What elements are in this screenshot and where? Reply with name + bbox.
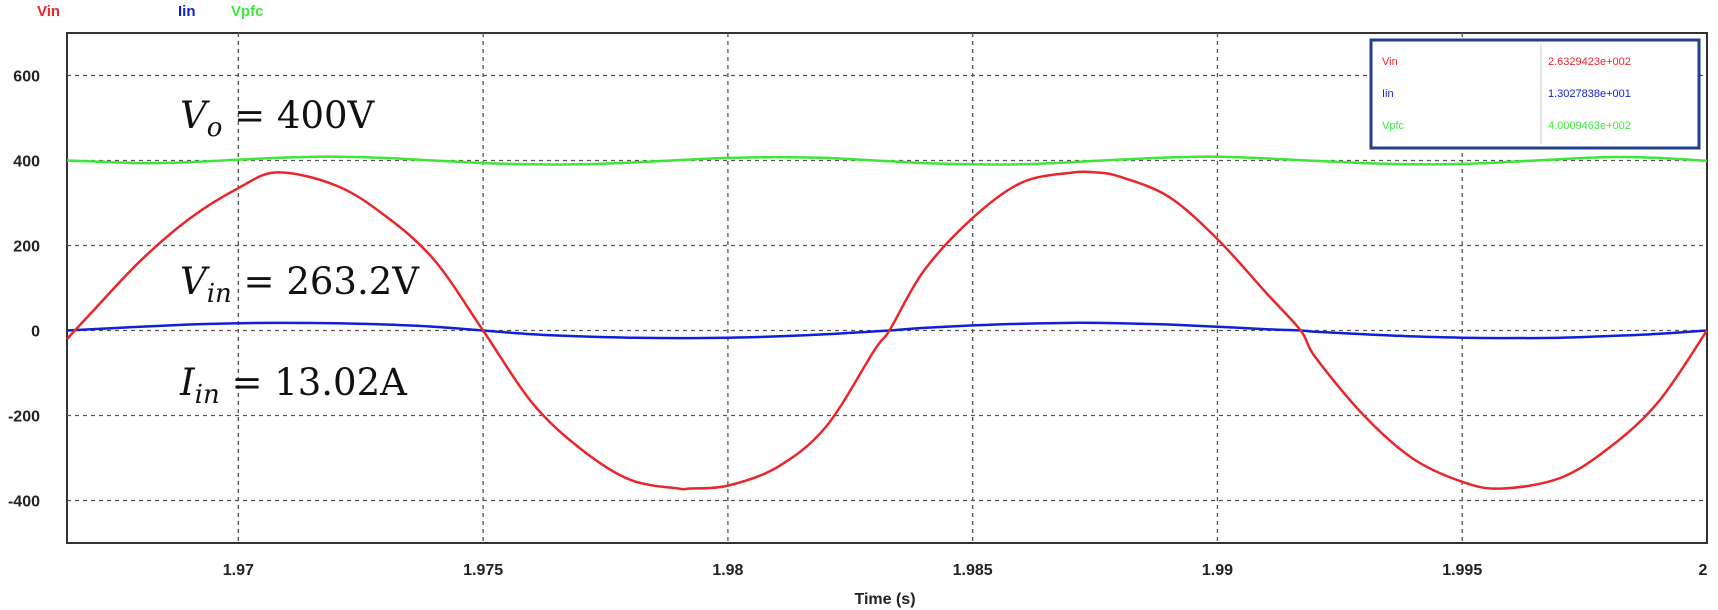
value-readout-box: Vin 2.6329423e+002 Iin 1.3027838e+001 Vp… xyxy=(1369,38,1701,150)
annotation-iin-text: = 13.02A xyxy=(220,361,408,404)
annotation-iin-symbol: I xyxy=(179,361,196,404)
legend-entry-iin: Iin xyxy=(178,3,196,20)
annotation-iin-subscript: in xyxy=(195,380,220,410)
y-tick-label: 400 xyxy=(13,154,40,171)
annotation-vin: Vin = 263.2V xyxy=(180,260,420,309)
x-tick-label: 1.975 xyxy=(463,562,503,579)
annotation-vin-text: = 263.2V xyxy=(232,260,420,303)
annotation-vo: Vo = 400V xyxy=(180,94,376,143)
series-line-vin xyxy=(66,170,1709,491)
series-line-vpfc xyxy=(66,155,1708,166)
legend-entry-vin: Vin xyxy=(37,3,60,20)
annotations: Vo = 400V Vin = 263.2V Iin = 13.02A xyxy=(179,94,420,410)
series-layer xyxy=(66,155,1709,491)
legend-entry-vpfc: Vpfc xyxy=(231,3,264,20)
x-tick-label: 2 xyxy=(1699,562,1708,579)
x-axis-title: Time (s) xyxy=(854,591,915,608)
readout-name-iin: Iin xyxy=(1382,88,1394,100)
readout-frame xyxy=(1369,38,1701,150)
readout-value-vin: 2.6329423e+002 xyxy=(1548,56,1631,68)
annotation-vo-text: = 400V xyxy=(222,94,375,137)
y-tick-label: -400 xyxy=(8,494,40,511)
x-tick-label: 1.97 xyxy=(223,562,254,579)
annotation-vin-symbol: V xyxy=(180,260,210,303)
annotation-vin-subscript: in xyxy=(207,279,232,309)
y-axis-ticks: 600 400 200 0 -200 -400 xyxy=(8,69,40,511)
x-tick-label: 1.995 xyxy=(1442,562,1482,579)
y-tick-label: 600 xyxy=(13,69,40,86)
x-axis-ticks: 1.97 1.975 1.98 1.985 1.99 1.995 2 xyxy=(223,562,1708,579)
x-tick-label: 1.99 xyxy=(1202,562,1233,579)
annotation-iin: Iin = 13.02A xyxy=(179,361,408,410)
y-tick-label: -200 xyxy=(8,409,40,426)
y-tick-label: 0 xyxy=(31,324,40,341)
readout-name-vin: Vin xyxy=(1382,56,1398,68)
readout-name-vpfc: Vpfc xyxy=(1382,120,1405,132)
readout-value-vpfc: 4.0009463e+002 xyxy=(1548,120,1631,132)
annotation-vo-subscript: o xyxy=(207,113,223,143)
series-line-iin xyxy=(66,321,1708,340)
legend: Vin Iin Vpfc xyxy=(37,3,264,20)
y-tick-label: 200 xyxy=(13,239,40,256)
readout-value-iin: 1.3027838e+001 xyxy=(1548,88,1631,100)
annotation-vo-symbol: V xyxy=(180,94,210,137)
x-tick-label: 1.985 xyxy=(953,562,993,579)
x-tick-label: 1.98 xyxy=(712,562,743,579)
